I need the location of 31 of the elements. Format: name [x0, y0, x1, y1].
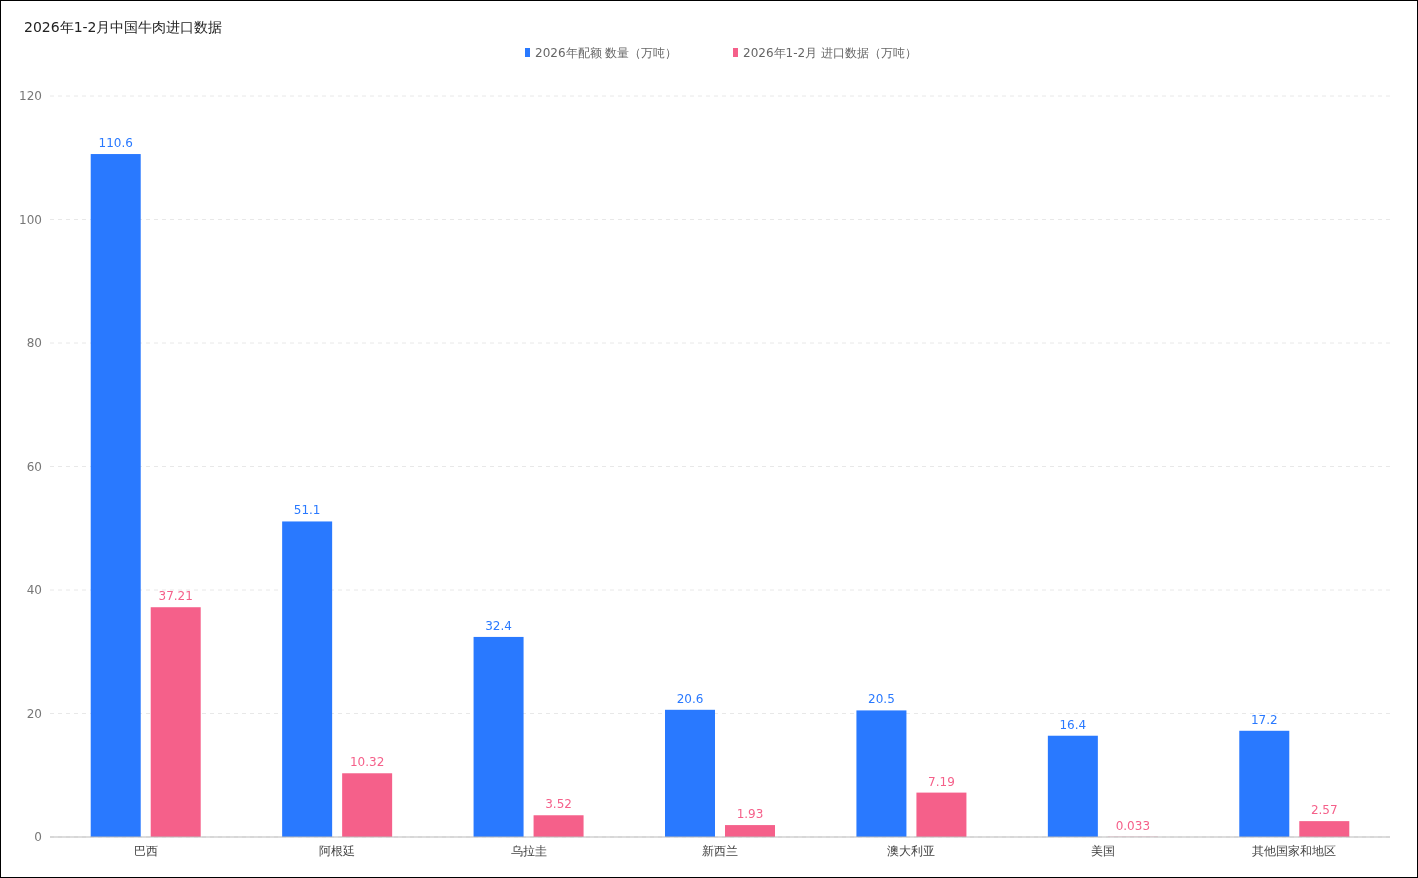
data-label: 51.1	[293, 503, 321, 518]
data-label: 2.57	[1310, 803, 1338, 818]
data-label: 37.21	[158, 589, 193, 604]
data-label: 0.033	[1115, 818, 1151, 833]
x-tick-label: 澳大利亚	[887, 844, 936, 858]
y-tick-label: 80	[26, 336, 42, 350]
data-label: 7.19	[928, 774, 955, 789]
legend-label: 2026年配额 数量（万吨）	[535, 46, 678, 60]
data-label: 1.93	[736, 807, 764, 822]
y-tick-label: 60	[26, 459, 42, 474]
x-tick-label: 乌拉圭	[510, 844, 547, 858]
y-tick-label: 100	[19, 212, 42, 227]
legend-label: 2026年1-2月 进口数据（万吨）	[743, 46, 917, 60]
data-label: 3.52	[545, 797, 572, 812]
x-tick-label: 美国	[1090, 844, 1115, 858]
data-label: 20.6	[676, 691, 704, 706]
chart-title: 2026年1-2月中国牛肉进口数据	[24, 19, 223, 35]
y-tick-label: 20	[26, 706, 42, 721]
data-label: 10.32	[349, 755, 385, 770]
data-label: 110.6	[98, 136, 133, 151]
data-label: 20.5	[868, 692, 895, 707]
y-tick-label: 40	[26, 583, 42, 597]
data-label: 32.4	[485, 618, 512, 633]
y-tick-label: 120	[19, 89, 42, 103]
y-tick-label: 0	[34, 830, 42, 844]
data-label: 17.2	[1250, 712, 1278, 727]
data-label: 16.4	[1059, 717, 1087, 732]
x-tick-label: 巴西	[133, 844, 158, 858]
x-tick-label: 阿根廷	[319, 844, 356, 858]
x-tick-label: 新西兰	[702, 844, 738, 858]
x-tick-label: 其他国家和地区	[1252, 844, 1337, 858]
